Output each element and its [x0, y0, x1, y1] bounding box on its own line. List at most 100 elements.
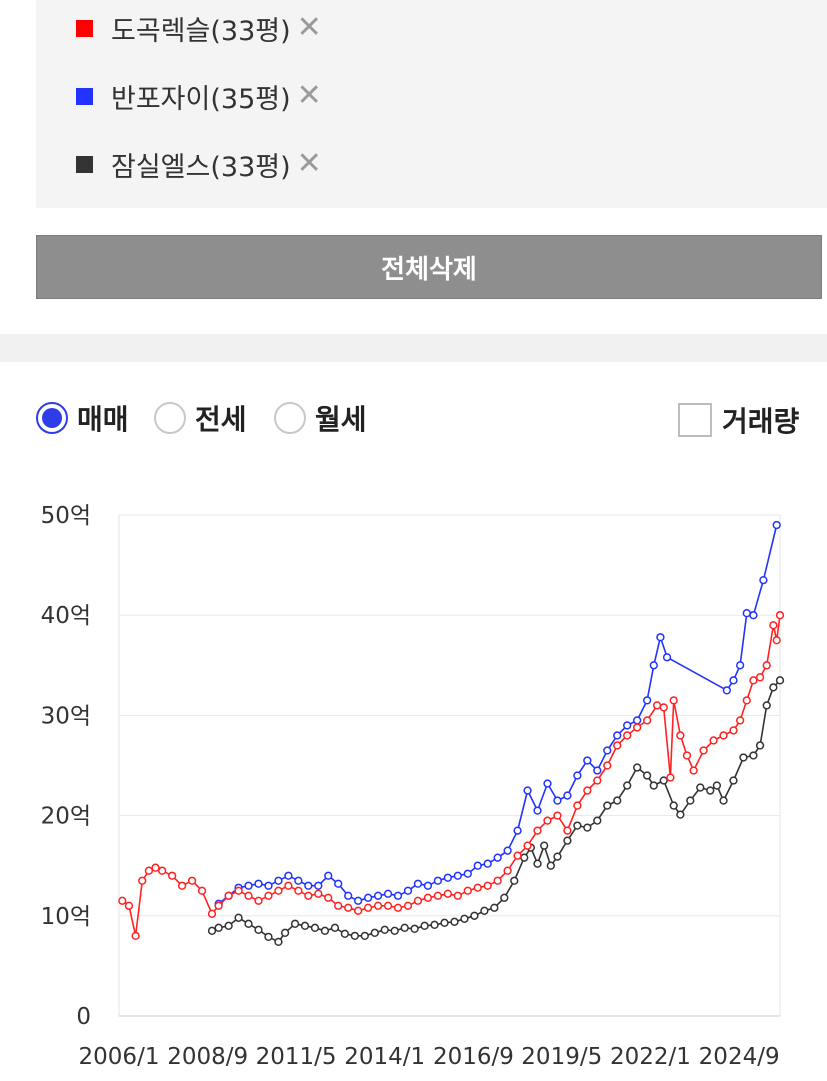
data-point	[320, 926, 330, 935]
data-point	[244, 919, 253, 928]
data-point	[712, 781, 722, 790]
radio-label: 월세	[315, 403, 367, 436]
data-point	[503, 846, 512, 855]
data-point	[533, 859, 542, 868]
data-point	[613, 731, 622, 740]
data-point	[762, 701, 771, 710]
data-point	[603, 746, 612, 755]
data-point	[284, 871, 293, 880]
data-point	[383, 901, 393, 910]
data-point	[633, 763, 642, 772]
close-icon[interactable]: ✕	[296, 146, 322, 181]
data-point	[659, 776, 668, 785]
x-tick-label: 2024/9	[699, 1044, 780, 1070]
data-point	[623, 781, 632, 790]
radio-jeonse[interactable]: 전세	[154, 396, 247, 440]
data-point	[775, 611, 785, 620]
close-icon[interactable]: ✕	[296, 10, 322, 45]
data-point	[775, 676, 785, 685]
data-point	[583, 786, 592, 795]
data-point	[543, 779, 552, 788]
data-point	[423, 893, 433, 902]
data-point	[719, 796, 728, 805]
compare-item-banpo: 반포자이(35평) ✕	[76, 76, 322, 116]
data-point	[729, 776, 738, 785]
data-point	[207, 909, 217, 918]
data-point	[480, 906, 489, 915]
data-point	[254, 896, 263, 905]
data-point	[573, 801, 582, 810]
data-point	[310, 923, 320, 932]
y-tick-label: 20억	[41, 804, 91, 830]
data-point	[772, 520, 781, 530]
data-point	[553, 811, 562, 820]
data-point	[264, 932, 273, 941]
data-point	[583, 756, 592, 765]
data-point	[420, 921, 429, 930]
data-point	[656, 633, 665, 642]
data-point	[344, 891, 353, 900]
data-point	[304, 881, 313, 890]
data-point	[755, 673, 765, 682]
data-point	[669, 801, 678, 810]
x-tick-label: 2022/1	[610, 1044, 691, 1070]
data-point	[344, 903, 353, 912]
checkbox-icon	[678, 403, 712, 437]
data-point	[523, 841, 532, 850]
data-point	[334, 901, 343, 910]
data-point	[324, 871, 333, 880]
data-point	[363, 903, 373, 912]
data-point	[280, 928, 290, 937]
data-point	[729, 726, 738, 735]
compare-item-dogok: 도곡렉슬(33평) ✕	[76, 8, 322, 48]
data-point	[563, 826, 572, 835]
data-point	[533, 826, 542, 835]
data-point	[158, 866, 167, 875]
close-icon[interactable]: ✕	[296, 78, 322, 113]
data-point	[546, 861, 555, 870]
radio-label: 전세	[195, 403, 247, 436]
data-point	[300, 921, 310, 930]
data-point	[729, 676, 738, 685]
radio-selected-icon	[36, 402, 68, 434]
data-point	[460, 914, 469, 923]
data-point	[500, 893, 509, 902]
radio-sale[interactable]: 매매	[36, 396, 129, 440]
data-point	[676, 810, 685, 819]
data-point	[735, 661, 745, 670]
radio-monthly-rent[interactable]: 월세	[274, 396, 367, 440]
data-point	[540, 841, 549, 850]
data-point	[314, 889, 323, 898]
compare-panel: 도곡렉슬(33평) ✕ 반포자이(35평) ✕ 잠실엘스(33평) ✕ 전체삭제	[0, 0, 827, 334]
data-point	[370, 928, 379, 937]
data-point	[520, 853, 529, 862]
price-line-chart: 0 10억 20억 30억 40억 50억 2006/1 2008/9 2011/5 2014/1…	[41, 503, 785, 1070]
data-point	[473, 861, 482, 870]
data-point	[167, 871, 177, 880]
data-point	[207, 926, 217, 935]
data-point	[244, 881, 253, 890]
data-point	[543, 816, 552, 825]
data-point	[380, 925, 389, 934]
data-point	[709, 736, 718, 745]
red-square-icon	[76, 19, 93, 37]
radio-label: 매매	[77, 403, 129, 436]
data-point	[450, 917, 459, 926]
data-point	[350, 931, 359, 940]
data-point	[473, 883, 482, 892]
data-point	[334, 879, 343, 888]
data-point	[383, 889, 393, 898]
compare-item-label: 도곡렉슬(33평)	[111, 15, 291, 47]
data-point	[118, 896, 127, 905]
data-point	[314, 881, 323, 890]
clear-all-button[interactable]: 전체삭제	[36, 235, 822, 299]
black-square-icon	[76, 155, 93, 173]
volume-checkbox[interactable]: 거래량	[678, 396, 799, 444]
data-point	[254, 925, 263, 934]
data-point	[603, 761, 612, 770]
data-point	[513, 826, 522, 835]
x-tick-label: 2016/9	[433, 1044, 514, 1070]
compare-item-label: 반포자이(35평)	[111, 83, 291, 115]
data-point	[360, 931, 369, 940]
radio-empty-icon	[274, 402, 306, 434]
